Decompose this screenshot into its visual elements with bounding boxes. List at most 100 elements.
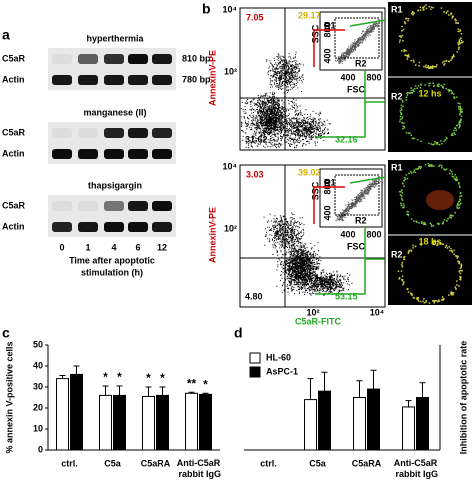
band bbox=[128, 128, 148, 138]
error-bar bbox=[73, 365, 80, 375]
y-tick-label: 0 bbox=[38, 444, 43, 454]
band-size: 780 bp bbox=[182, 74, 211, 84]
x-axis-label: stimulation (h) bbox=[81, 267, 143, 277]
image-label: R2 bbox=[391, 249, 403, 259]
band bbox=[104, 54, 124, 64]
band bbox=[52, 149, 72, 159]
band bbox=[128, 75, 148, 85]
row-label: Actin bbox=[2, 74, 25, 84]
error-bar bbox=[321, 371, 328, 392]
arrow bbox=[313, 29, 345, 67]
error-bar bbox=[370, 369, 377, 390]
bar bbox=[353, 397, 366, 451]
bar bbox=[402, 406, 415, 451]
error-bar bbox=[202, 392, 209, 395]
red-stain bbox=[426, 190, 454, 210]
quadrant-value: 32.16 bbox=[335, 134, 358, 144]
row-label: C5aR bbox=[2, 200, 26, 210]
band bbox=[152, 54, 172, 64]
quadrant-value: 7.05 bbox=[246, 12, 264, 22]
y-axis-label: % annexin V-positive cells bbox=[4, 341, 14, 453]
legend-label: AsPC-1 bbox=[266, 366, 298, 376]
legend-swatch bbox=[249, 352, 261, 364]
bar bbox=[304, 399, 317, 451]
row-label: Actin bbox=[2, 148, 25, 158]
panel-label: a bbox=[2, 27, 10, 43]
gate bbox=[334, 17, 380, 59]
inset-x-label: FSC bbox=[347, 241, 366, 251]
significance: * bbox=[103, 370, 108, 384]
panel-label: d bbox=[234, 325, 243, 341]
error-bar bbox=[419, 382, 426, 398]
legend-swatch bbox=[249, 366, 261, 378]
x-tick-label: 10⁴ bbox=[370, 307, 384, 317]
y-tick-label: 10 bbox=[33, 423, 43, 433]
y-axis-label: AnnexinV-PE bbox=[207, 207, 217, 263]
x-tick-label: ctrl. bbox=[260, 458, 277, 468]
bar bbox=[156, 394, 169, 451]
gate bbox=[334, 174, 380, 216]
gel-title: thapsigargin bbox=[88, 180, 142, 190]
band bbox=[78, 149, 98, 159]
band bbox=[104, 128, 124, 138]
arrow bbox=[315, 102, 366, 138]
y-axis-label: AnnexinV-PE bbox=[207, 50, 217, 106]
row-label: Actin bbox=[2, 221, 25, 231]
x-tick-label: 10² bbox=[306, 307, 319, 317]
row-label: C5aR bbox=[2, 127, 26, 137]
bar bbox=[70, 373, 83, 451]
band bbox=[128, 149, 148, 159]
error-bar bbox=[102, 385, 109, 396]
x-axis-label: C5aR-FITC bbox=[295, 316, 342, 326]
panel-label: c bbox=[2, 325, 10, 341]
quadrant-value: 4.80 bbox=[245, 291, 263, 301]
x-tick-label: C5a bbox=[104, 458, 122, 468]
x-tick-label: ctrl. bbox=[61, 458, 78, 468]
gate-value: 29.17 bbox=[298, 10, 321, 20]
y-tick-label: 50 bbox=[33, 339, 43, 349]
lane-label: 12 bbox=[157, 242, 167, 252]
band bbox=[152, 149, 172, 159]
band bbox=[78, 222, 98, 232]
band bbox=[52, 201, 72, 211]
x-tick-label: Anti-C5aR rabbit IgG bbox=[176, 458, 221, 479]
band bbox=[104, 201, 124, 211]
inset-tick: 800 bbox=[366, 72, 381, 82]
bar bbox=[56, 378, 69, 451]
band bbox=[78, 128, 98, 138]
arrow bbox=[313, 186, 345, 224]
y-tick-label: 20 bbox=[33, 402, 43, 412]
lane-label: 1 bbox=[85, 242, 90, 252]
band bbox=[128, 54, 148, 64]
lane-label: 4 bbox=[111, 242, 116, 252]
error-bar bbox=[145, 386, 152, 397]
inset-x-label: FSC bbox=[347, 84, 366, 94]
error-bar bbox=[307, 378, 314, 400]
band bbox=[152, 201, 172, 211]
y-tick-label: 40 bbox=[33, 360, 43, 370]
band-size: 810 bp bbox=[182, 53, 211, 63]
inset-y-label: SSC bbox=[310, 24, 320, 43]
lane-label: 6 bbox=[135, 242, 140, 252]
inset-tick: 400 bbox=[340, 72, 355, 82]
band bbox=[152, 75, 172, 85]
y-tick-label: 10² bbox=[224, 223, 237, 233]
bar bbox=[185, 392, 198, 451]
error-bar bbox=[405, 400, 412, 407]
arrow bbox=[315, 259, 366, 295]
gel-title: hyperthermia bbox=[86, 33, 144, 43]
row-label: C5aR bbox=[2, 53, 26, 63]
error-bar bbox=[59, 374, 66, 379]
quadrant-value: 53.15 bbox=[335, 291, 358, 301]
gate-label: R2 bbox=[355, 215, 367, 225]
error-bar bbox=[356, 380, 363, 398]
quadrant-value: 31.62 bbox=[245, 134, 268, 144]
gate-label: R2 bbox=[355, 58, 367, 68]
significance: * bbox=[117, 370, 122, 384]
bar bbox=[367, 388, 380, 451]
band bbox=[78, 54, 98, 64]
band bbox=[152, 128, 172, 138]
band bbox=[104, 75, 124, 85]
x-tick-label: C5aRA bbox=[141, 458, 171, 468]
error-bar bbox=[159, 386, 166, 396]
